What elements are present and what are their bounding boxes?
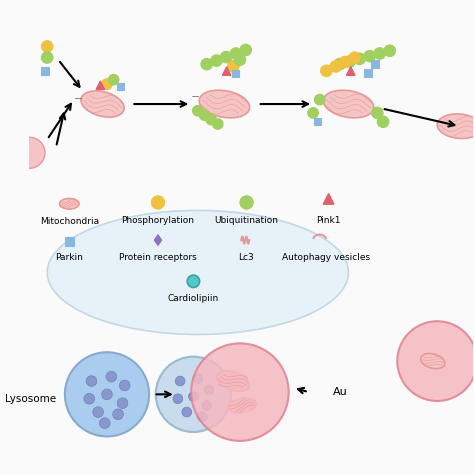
Circle shape	[197, 411, 207, 421]
Circle shape	[339, 56, 351, 68]
Circle shape	[308, 108, 319, 118]
Circle shape	[240, 44, 251, 56]
Polygon shape	[323, 193, 334, 204]
Circle shape	[84, 393, 95, 404]
FancyBboxPatch shape	[41, 67, 49, 75]
Circle shape	[220, 51, 232, 63]
Ellipse shape	[14, 137, 45, 168]
Ellipse shape	[217, 371, 249, 391]
Circle shape	[117, 398, 128, 409]
Circle shape	[106, 371, 117, 382]
Circle shape	[372, 107, 383, 118]
Circle shape	[354, 53, 365, 64]
Ellipse shape	[199, 90, 250, 118]
Text: Phosphorylation: Phosphorylation	[121, 216, 194, 225]
Text: Lc3: Lc3	[238, 253, 254, 262]
Polygon shape	[346, 67, 355, 75]
Circle shape	[240, 196, 253, 209]
Circle shape	[202, 401, 211, 410]
Text: −: −	[73, 94, 83, 104]
Circle shape	[86, 376, 97, 386]
Circle shape	[206, 114, 217, 125]
Circle shape	[212, 118, 223, 129]
Circle shape	[109, 74, 119, 85]
Text: Parkin: Parkin	[55, 253, 83, 262]
Circle shape	[330, 61, 342, 72]
Circle shape	[344, 56, 356, 67]
Ellipse shape	[60, 199, 79, 209]
Text: Autophagy vesicles: Autophagy vesicles	[283, 253, 370, 262]
Text: Au: Au	[333, 387, 348, 397]
Circle shape	[230, 48, 242, 59]
Circle shape	[175, 376, 185, 386]
Ellipse shape	[47, 210, 348, 335]
Circle shape	[187, 275, 200, 288]
Text: Pink1: Pink1	[316, 216, 341, 225]
FancyBboxPatch shape	[232, 70, 239, 77]
FancyBboxPatch shape	[371, 60, 379, 68]
Circle shape	[314, 94, 325, 105]
Circle shape	[101, 389, 112, 400]
Circle shape	[384, 45, 395, 56]
Text: Mitochondria: Mitochondria	[40, 217, 99, 226]
Text: −: −	[191, 91, 201, 101]
Circle shape	[119, 380, 130, 391]
Circle shape	[182, 407, 191, 417]
Ellipse shape	[437, 114, 474, 138]
Circle shape	[156, 356, 231, 432]
FancyBboxPatch shape	[365, 69, 373, 77]
Circle shape	[349, 52, 360, 64]
Polygon shape	[96, 81, 105, 90]
Ellipse shape	[420, 354, 445, 369]
Circle shape	[210, 55, 222, 66]
Ellipse shape	[81, 91, 124, 117]
Polygon shape	[153, 233, 163, 247]
Circle shape	[151, 196, 164, 209]
Circle shape	[228, 61, 239, 72]
Ellipse shape	[228, 398, 256, 413]
Circle shape	[173, 394, 183, 404]
Text: Protein receptors: Protein receptors	[119, 253, 197, 262]
Circle shape	[320, 65, 332, 77]
Ellipse shape	[323, 90, 374, 118]
Circle shape	[113, 409, 123, 419]
Circle shape	[204, 385, 214, 395]
Circle shape	[65, 352, 149, 437]
Circle shape	[199, 110, 210, 120]
Circle shape	[377, 116, 389, 128]
Circle shape	[189, 392, 198, 401]
FancyBboxPatch shape	[65, 237, 74, 246]
FancyBboxPatch shape	[117, 83, 124, 90]
Circle shape	[191, 343, 289, 441]
Text: Cardiolipiin: Cardiolipiin	[168, 294, 219, 303]
FancyBboxPatch shape	[314, 118, 321, 125]
Circle shape	[334, 58, 346, 70]
Text: Lysosome: Lysosome	[5, 394, 56, 404]
Circle shape	[397, 321, 474, 401]
Polygon shape	[222, 67, 231, 75]
Circle shape	[100, 418, 110, 428]
Circle shape	[234, 54, 246, 65]
Circle shape	[192, 105, 203, 116]
Circle shape	[201, 58, 212, 70]
Circle shape	[101, 79, 112, 90]
Circle shape	[93, 407, 103, 418]
Circle shape	[193, 374, 203, 383]
Circle shape	[374, 48, 385, 59]
Circle shape	[41, 52, 53, 63]
Circle shape	[364, 50, 375, 62]
Text: Ubiquitination: Ubiquitination	[215, 216, 279, 225]
Circle shape	[41, 41, 53, 52]
